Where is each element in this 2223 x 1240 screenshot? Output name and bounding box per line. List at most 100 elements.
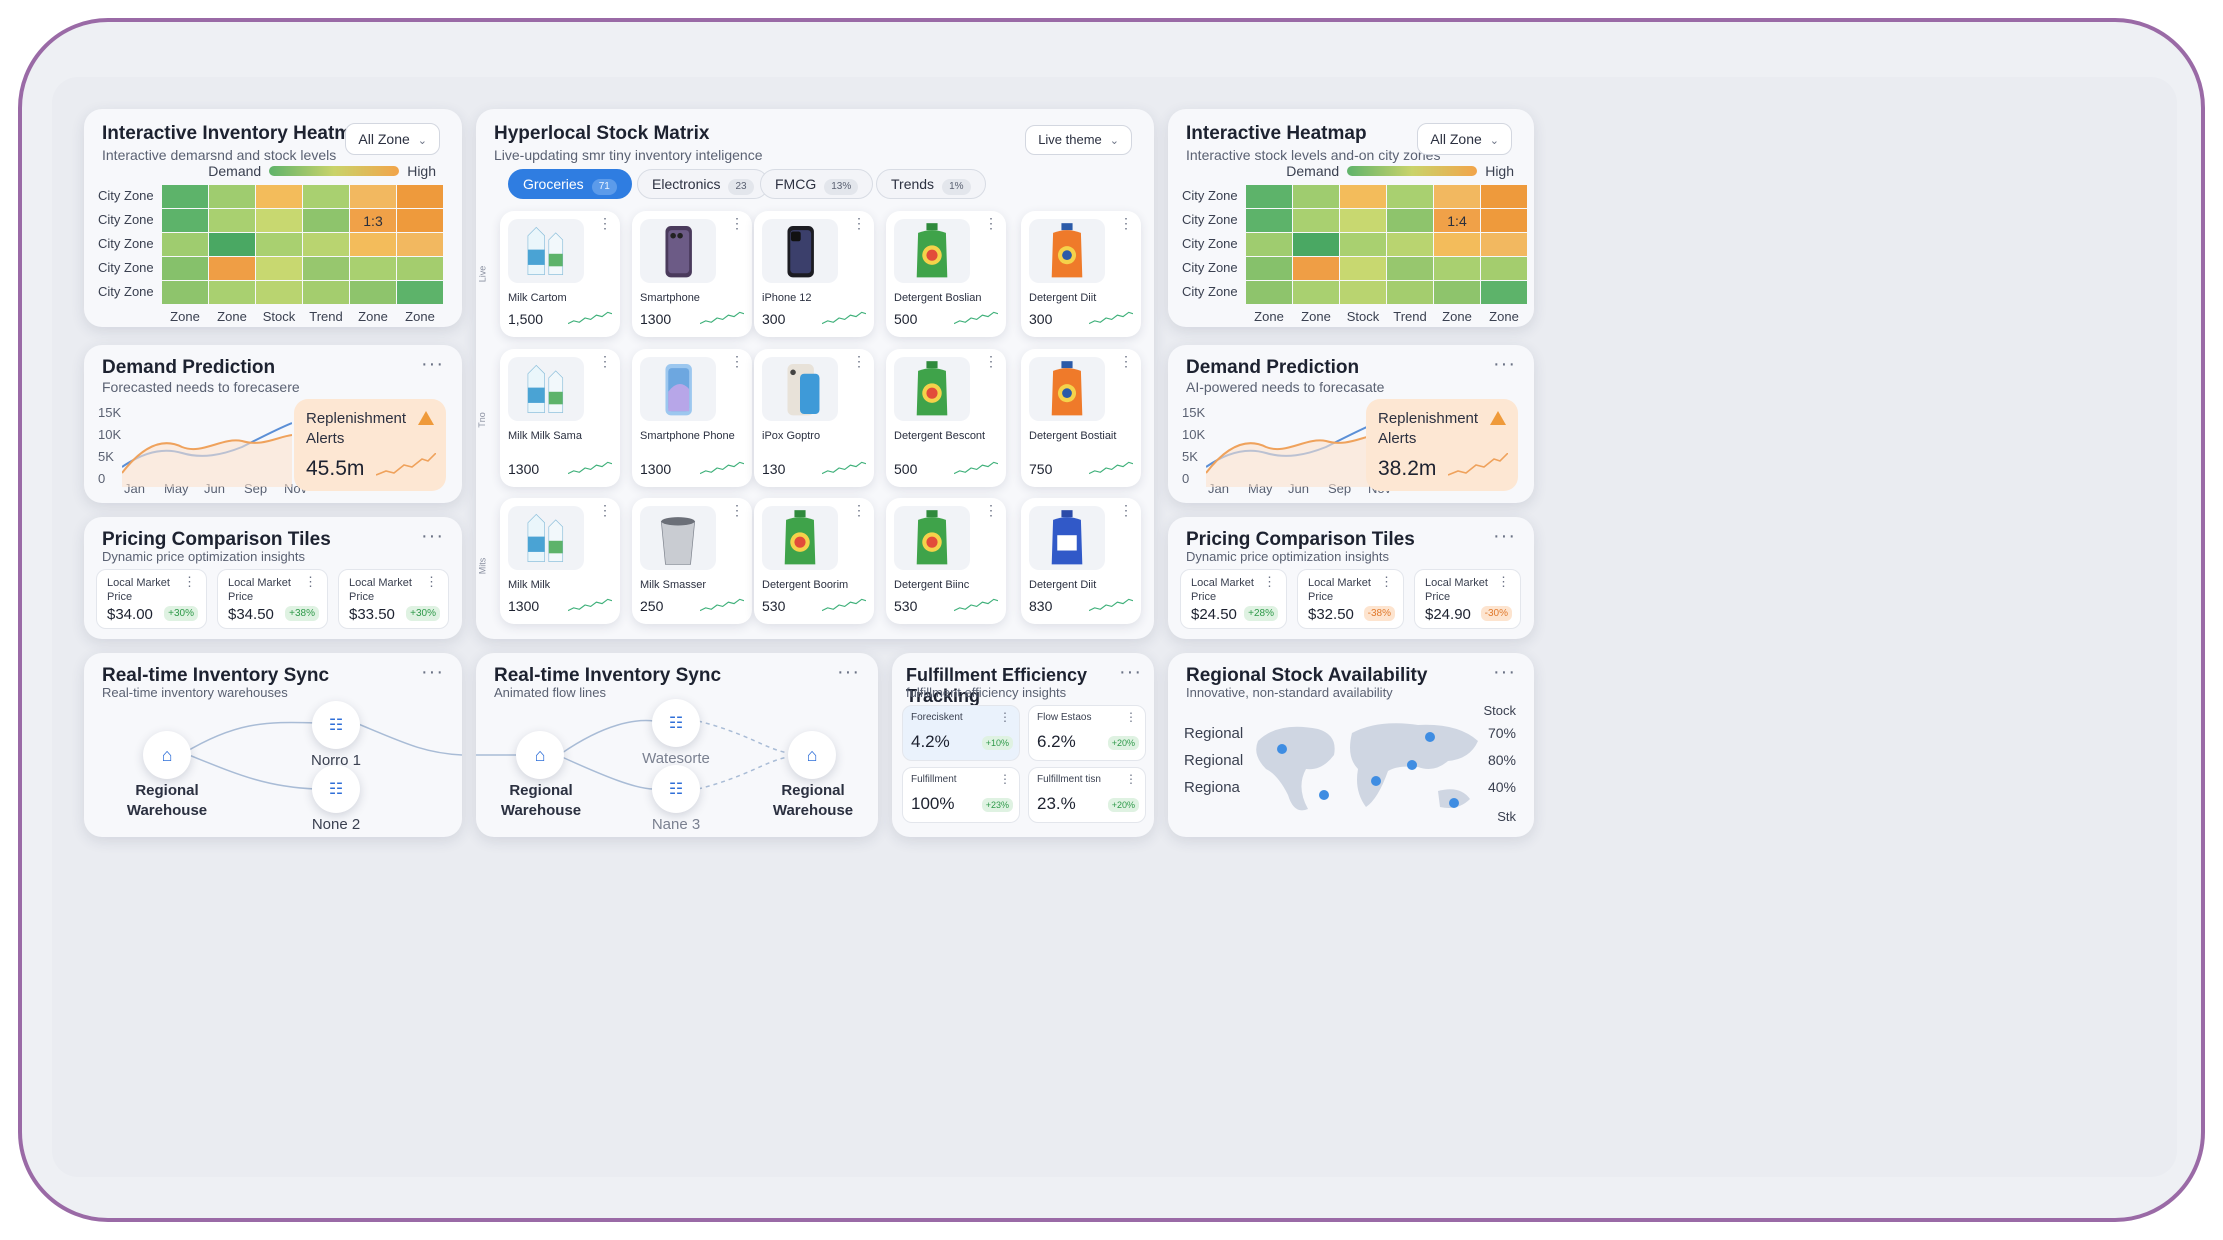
heatmap-cell[interactable] (303, 185, 349, 208)
heatmap-cell[interactable] (1434, 233, 1480, 256)
more-options-button[interactable]: ··· (1493, 353, 1516, 375)
heatmap-cell[interactable] (1293, 281, 1339, 304)
tab-fmcg[interactable]: FMCG 13% (760, 169, 874, 199)
product-card[interactable]: ⋮ Smartphone 1300 (632, 211, 752, 337)
kebab-icon[interactable]: ⋮ (1263, 574, 1276, 589)
kebab-icon[interactable]: ⋮ (1497, 574, 1510, 589)
heatmap-cell[interactable] (1340, 257, 1386, 280)
heatmap-cell[interactable] (256, 257, 302, 280)
product-card[interactable]: ⋮ Milk Cartom 1,500 (500, 211, 620, 337)
kebab-icon[interactable]: ⋮ (984, 215, 998, 231)
heatmap-cell[interactable] (209, 281, 255, 304)
heatmap-cell[interactable] (1387, 185, 1433, 208)
kebab-icon[interactable]: ⋮ (1119, 215, 1133, 231)
heatmap-cell[interactable] (1387, 233, 1433, 256)
hub-node[interactable]: ☷ (312, 701, 360, 749)
heatmap-cell[interactable] (1481, 281, 1527, 304)
heatmap-cell[interactable] (350, 281, 396, 304)
product-card[interactable]: ⋮ Detergent Bescont 500 (886, 349, 1006, 487)
heatmap-cell[interactable] (209, 257, 255, 280)
product-card[interactable]: ⋮ Milk Smasser 250 (632, 498, 752, 624)
heatmap-cell[interactable] (1246, 185, 1292, 208)
price-tile[interactable]: Local Market Price ⋮ $34.50 +38% (217, 569, 328, 629)
product-card[interactable]: ⋮ Detergent Boorim 530 (754, 498, 874, 624)
heatmap-cell[interactable] (1246, 257, 1292, 280)
product-card[interactable]: ⋮ Detergent Diit 300 (1021, 211, 1141, 337)
heatmap-cell[interactable] (1340, 281, 1386, 304)
more-options-button[interactable]: ··· (421, 525, 444, 547)
zone-dropdown[interactable]: All Zone ⌄ (345, 123, 440, 155)
kebab-icon[interactable]: ⋮ (852, 502, 866, 518)
heatmap-cell[interactable] (397, 185, 443, 208)
heatmap-cell[interactable] (350, 257, 396, 280)
kebab-icon[interactable]: ⋮ (852, 353, 866, 369)
product-card[interactable]: ⋮ Milk Milk 1300 (500, 498, 620, 624)
efficiency-tile[interactable]: Foreciskent ⋮ 4.2% +10% (902, 705, 1020, 761)
kebab-icon[interactable]: ⋮ (1380, 574, 1393, 589)
heatmap-cell[interactable] (1387, 281, 1433, 304)
efficiency-tile[interactable]: Fulfillment ⋮ 100% +23% (902, 767, 1020, 823)
kebab-icon[interactable]: ⋮ (1119, 502, 1133, 518)
kebab-icon[interactable]: ⋮ (598, 353, 612, 369)
heatmap-cell[interactable] (256, 209, 302, 232)
heatmap-cell[interactable] (1387, 257, 1433, 280)
warehouse-node[interactable]: ⌂ (516, 731, 564, 779)
heatmap-cell[interactable] (162, 209, 208, 232)
heatmap-cell[interactable] (1481, 233, 1527, 256)
heatmap-cell[interactable] (256, 233, 302, 256)
kebab-icon[interactable]: ⋮ (730, 353, 744, 369)
efficiency-tile[interactable]: Flow Estaos ⋮ 6.2% +20% (1028, 705, 1146, 761)
heatmap-cell[interactable] (256, 185, 302, 208)
zone-dropdown[interactable]: All Zone ⌄ (1417, 123, 1512, 155)
heatmap-cell[interactable] (397, 233, 443, 256)
product-card[interactable]: ⋮ iPhone 12 300 (754, 211, 874, 337)
kebab-icon[interactable]: ⋮ (999, 772, 1011, 786)
heatmap-cell[interactable] (1481, 185, 1527, 208)
tab-trends[interactable]: Trends 1% (876, 169, 986, 199)
hub-node[interactable]: ☷ (652, 699, 700, 747)
efficiency-tile[interactable]: Fulfillment tisn ⋮ 23.% +20% (1028, 767, 1146, 823)
heatmap-cell[interactable] (397, 209, 443, 232)
heatmap-cell[interactable] (1293, 257, 1339, 280)
kebab-icon[interactable]: ⋮ (1119, 353, 1133, 369)
product-card[interactable]: ⋮ Detergent Diit 830 (1021, 498, 1141, 624)
heatmap-cell[interactable] (162, 185, 208, 208)
heatmap-cell[interactable] (350, 233, 396, 256)
kebab-icon[interactable]: ⋮ (1125, 710, 1137, 724)
heatmap-cell[interactable] (1340, 185, 1386, 208)
heatmap-cell[interactable]: 1:4 (1434, 209, 1480, 232)
kebab-icon[interactable]: ⋮ (425, 574, 438, 589)
kebab-icon[interactable]: ⋮ (598, 502, 612, 518)
kebab-icon[interactable]: ⋮ (984, 353, 998, 369)
more-options-button[interactable]: ··· (1493, 525, 1516, 547)
heatmap-cell[interactable] (1293, 233, 1339, 256)
heatmap-cell[interactable] (303, 257, 349, 280)
kebab-icon[interactable]: ⋮ (730, 215, 744, 231)
hub-node[interactable]: ☷ (312, 765, 360, 813)
heatmap-cell[interactable] (1246, 281, 1292, 304)
warehouse-node[interactable]: ⌂ (143, 731, 191, 779)
more-options-button[interactable]: ··· (837, 661, 860, 683)
hub-node[interactable]: ☷ (652, 765, 700, 813)
heatmap-cell[interactable]: 1:3 (350, 209, 396, 232)
heatmap-cell[interactable] (350, 185, 396, 208)
heatmap-cell[interactable] (1434, 185, 1480, 208)
more-options-button[interactable]: ··· (1119, 661, 1142, 683)
product-card[interactable]: ⋮ Detergent Bostiait 750 (1021, 349, 1141, 487)
kebab-icon[interactable]: ⋮ (1125, 772, 1137, 786)
heatmap-cell[interactable] (256, 281, 302, 304)
heatmap-cell[interactable] (1293, 209, 1339, 232)
heatmap-cell[interactable] (1246, 209, 1292, 232)
tab-electronics[interactable]: Electronics 23 (637, 169, 769, 199)
price-tile[interactable]: Local Market Price ⋮ $32.50 -38% (1297, 569, 1404, 629)
heatmap-cell[interactable] (209, 209, 255, 232)
heatmap-cell[interactable] (162, 257, 208, 280)
more-options-button[interactable]: ··· (1493, 661, 1516, 683)
price-tile[interactable]: Local Market Price ⋮ $34.00 +30% (96, 569, 207, 629)
heatmap-cell[interactable] (397, 257, 443, 280)
heatmap-cell[interactable] (1293, 185, 1339, 208)
product-card[interactable]: ⋮ Detergent Boslian 500 (886, 211, 1006, 337)
heatmap-cell[interactable] (1434, 281, 1480, 304)
kebab-icon[interactable]: ⋮ (852, 215, 866, 231)
kebab-icon[interactable]: ⋮ (999, 710, 1011, 724)
